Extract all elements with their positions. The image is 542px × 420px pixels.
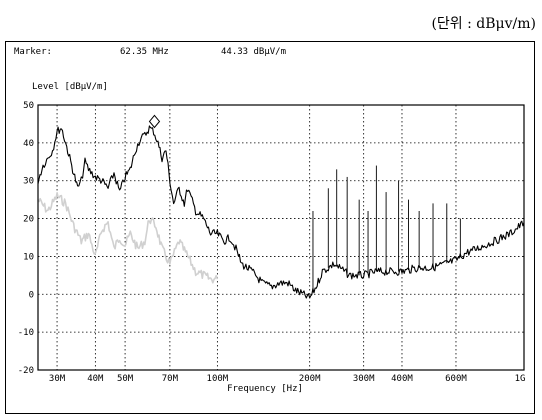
unit-note: (단위 : dBμv/m) [431,16,536,32]
spike-layer [312,165,461,293]
y-tick-label: 0 [29,290,34,300]
y-tick-label: 10 [23,252,34,262]
marker-layer [148,114,161,129]
y-tick-labels: 50 40 30 20 10 0 -10 -20 [18,101,34,376]
x-tick-label: 600M [445,374,467,384]
marker-diamond [148,114,161,129]
y-axis-label: Level [dBμV/m] [32,82,108,92]
x-tick-label: 70M [162,374,179,384]
marker-label: Marker: [14,47,52,57]
x-tick-label: 200M [299,374,321,384]
marker-frequency: 62.35 MHz [120,47,169,57]
x-tick-label: 100M [207,374,229,384]
x-tick-label: 300M [353,374,375,384]
black-series-line [37,125,525,299]
plot-border [37,104,525,371]
x-tick-labels: 30M 40M 50M 70M 100M 200M 300M 400M 600M 1G [49,374,525,384]
x-tick-label: 30M [49,374,66,384]
chart-frame: Marker: 62.35 MHz 44.33 dBμV/m Level [dB… [5,41,535,414]
y-tick-label: -10 [18,328,34,338]
y-tick-label: -20 [18,366,34,376]
y-tick-label: 30 [23,177,34,187]
y-tick-label: 40 [23,139,34,149]
grid [38,104,525,371]
x-tick-label: 50M [117,374,134,384]
marker-level: 44.33 dBμV/m [221,47,287,57]
y-tick-label: 50 [23,101,34,111]
y-tick-label: 20 [23,215,34,225]
series-layer [37,125,525,299]
x-tick-label: 400M [391,374,413,384]
gray-series-line [37,192,219,284]
x-tick-label: 1G [515,374,526,384]
x-axis-label: Frequency [Hz] [227,384,303,394]
x-tick-label: 40M [87,374,104,384]
